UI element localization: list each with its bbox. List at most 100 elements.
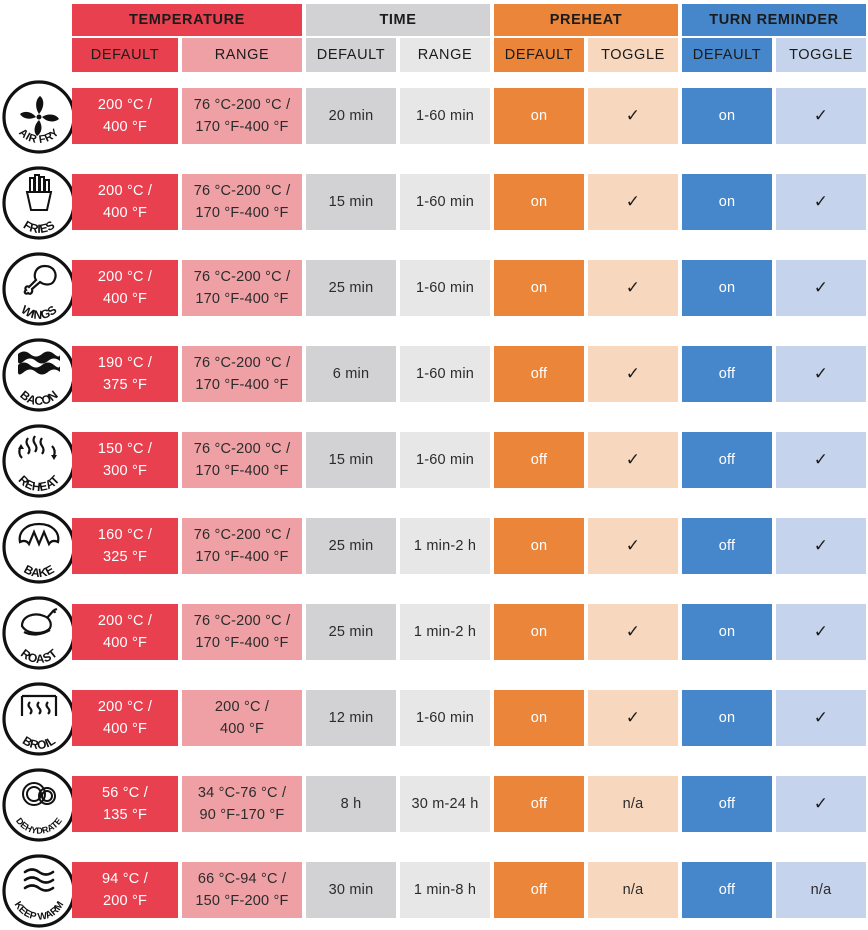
reminder-default-cell-value: on <box>718 108 736 124</box>
temp-range-cell: 76 °C-200 °C / 170 °F-400 °F <box>182 88 302 144</box>
time-range-cell: 1 min-8 h <box>400 862 490 918</box>
temp-default-cell-line: 150 °C / <box>97 441 153 457</box>
time-default-cell: 6 min <box>306 346 396 402</box>
svg-text:FRIES: FRIES <box>21 218 57 236</box>
temp-default-cell: 190 °C / 375 °F <box>72 346 178 402</box>
reminder-default-cell: off <box>682 862 772 918</box>
temp-range-cell: 66 °C-94 °C / 150 °F-200 °F <box>182 862 302 918</box>
svg-text:BACON: BACON <box>17 388 60 408</box>
preheat-toggle-cell-value: n/a <box>622 882 644 898</box>
time-range-cell-value: 30 m-24 h <box>411 796 479 812</box>
reminder-toggle-cell-value: ✓ <box>813 536 829 555</box>
preheat-default-cell: on <box>494 88 584 144</box>
temp-range-cell: 34 °C-76 °C / 90 °F-170 °F <box>182 776 302 832</box>
reminder-default-cell-value: on <box>718 280 736 296</box>
temp-range-cell-line: 170 °F-400 °F <box>195 119 289 135</box>
time-default-cell: 8 h <box>306 776 396 832</box>
subheader-time-default: DEFAULT <box>306 38 396 72</box>
time-default-cell-value: 25 min <box>328 624 374 640</box>
reminder-default-cell-value: off <box>718 882 736 898</box>
mode-label: ROAST <box>18 646 60 666</box>
reminder-default-cell: off <box>682 346 772 402</box>
temp-range-cell-line: 76 °C-200 °C / <box>193 613 291 629</box>
preheat-default-cell: on <box>494 690 584 746</box>
reminder-toggle-cell: ✓ <box>776 604 866 660</box>
temp-range-cell-line: 76 °C-200 °C / <box>193 527 291 543</box>
reminder-default-cell-value: off <box>718 796 736 812</box>
reminder-default-cell-value: off <box>718 366 736 382</box>
reheat-icon: REHEAT <box>2 424 76 498</box>
time-range-cell: 1-60 min <box>400 690 490 746</box>
reminder-toggle-cell-value: ✓ <box>813 450 829 469</box>
temp-range-cell-line: 66 °C-94 °C / <box>197 871 287 887</box>
temp-range-cell-line: 170 °F-400 °F <box>195 463 289 479</box>
reminder-toggle-cell: ✓ <box>776 174 866 230</box>
reminder-default-cell-value: on <box>718 710 736 726</box>
time-default-cell-value: 20 min <box>328 108 374 124</box>
preheat-default-cell: on <box>494 604 584 660</box>
reminder-toggle-cell: n/a <box>776 862 866 918</box>
preheat-default-cell-value: on <box>530 108 548 124</box>
temp-range-cell: 76 °C-200 °C / 170 °F-400 °F <box>182 518 302 574</box>
reminder-toggle-cell-value: ✓ <box>813 708 829 727</box>
temp-range-cell-line: 76 °C-200 °C / <box>193 97 291 113</box>
time-default-cell: 15 min <box>306 432 396 488</box>
reminder-toggle-cell-value: ✓ <box>813 106 829 125</box>
reminder-toggle-cell: ✓ <box>776 260 866 316</box>
temp-range-cell-line: 170 °F-400 °F <box>195 635 289 651</box>
reminder-default-cell: on <box>682 604 772 660</box>
temp-default-cell: 200 °C / 400 °F <box>72 690 178 746</box>
mode-label: BROIL <box>20 733 58 752</box>
header-preheat: PREHEAT <box>494 4 678 36</box>
preheat-toggle-cell: ✓ <box>588 174 678 230</box>
preheat-toggle-cell: n/a <box>588 776 678 832</box>
reminder-toggle-cell-value: ✓ <box>813 192 829 211</box>
mode-label: WINGS <box>19 302 60 322</box>
reminder-default-cell: off <box>682 776 772 832</box>
preheat-default-cell: on <box>494 174 584 230</box>
preheat-toggle-cell: ✓ <box>588 518 678 574</box>
time-range-cell-value: 1-60 min <box>415 710 474 726</box>
temp-range-cell-line: 76 °C-200 °C / <box>193 441 291 457</box>
reminder-default-cell: on <box>682 690 772 746</box>
subheader-preheat-default: DEFAULT <box>494 38 584 72</box>
time-default-cell: 12 min <box>306 690 396 746</box>
dehydrate-icon: DEHYDRATE <box>2 768 76 842</box>
temp-range-cell: 76 °C-200 °C / 170 °F-400 °F <box>182 174 302 230</box>
reminder-toggle-cell: ✓ <box>776 690 866 746</box>
time-range-cell: 1 min-2 h <box>400 518 490 574</box>
mode-label: BAKE <box>22 562 57 580</box>
time-default-cell: 25 min <box>306 604 396 660</box>
reminder-default-cell: off <box>682 518 772 574</box>
preheat-toggle-cell-value: ✓ <box>625 536 641 555</box>
time-default-cell-value: 12 min <box>328 710 374 726</box>
preheat-default-cell: on <box>494 260 584 316</box>
preheat-default-cell-value: off <box>530 796 548 812</box>
preheat-default-cell-value: off <box>530 882 548 898</box>
time-range-cell: 1-60 min <box>400 174 490 230</box>
temp-default-cell-line: 325 °F <box>102 549 148 565</box>
header-time: TIME <box>306 4 490 36</box>
preheat-default-cell: off <box>494 862 584 918</box>
temp-default-cell-line: 94 °C / <box>102 871 148 887</box>
time-default-cell: 25 min <box>306 518 396 574</box>
temp-default-cell-line: 400 °F <box>102 635 148 651</box>
svg-text:BAKE: BAKE <box>22 562 57 580</box>
preheat-toggle-cell-value: ✓ <box>625 278 641 297</box>
temp-default-cell: 56 °C / 135 °F <box>72 776 178 832</box>
temp-default-cell: 160 °C / 325 °F <box>72 518 178 574</box>
reminder-toggle-cell: ✓ <box>776 346 866 402</box>
reminder-toggle-cell-value: ✓ <box>813 794 829 813</box>
time-range-cell-value: 1-60 min <box>415 280 474 296</box>
preheat-toggle-cell-value: n/a <box>622 796 644 812</box>
preheat-toggle-cell-value: ✓ <box>625 192 641 211</box>
reminder-toggle-cell: ✓ <box>776 432 866 488</box>
preheat-toggle-cell: ✓ <box>588 690 678 746</box>
mode-label: BACON <box>17 388 60 408</box>
temp-default-cell-line: 200 °C / <box>97 97 153 113</box>
temp-range-cell-line: 76 °C-200 °C / <box>193 183 291 199</box>
reminder-toggle-cell-value: ✓ <box>813 622 829 641</box>
temp-range-cell: 76 °C-200 °C / 170 °F-400 °F <box>182 604 302 660</box>
time-range-cell: 30 m-24 h <box>400 776 490 832</box>
temp-range-cell-line: 90 °F-170 °F <box>199 807 285 823</box>
